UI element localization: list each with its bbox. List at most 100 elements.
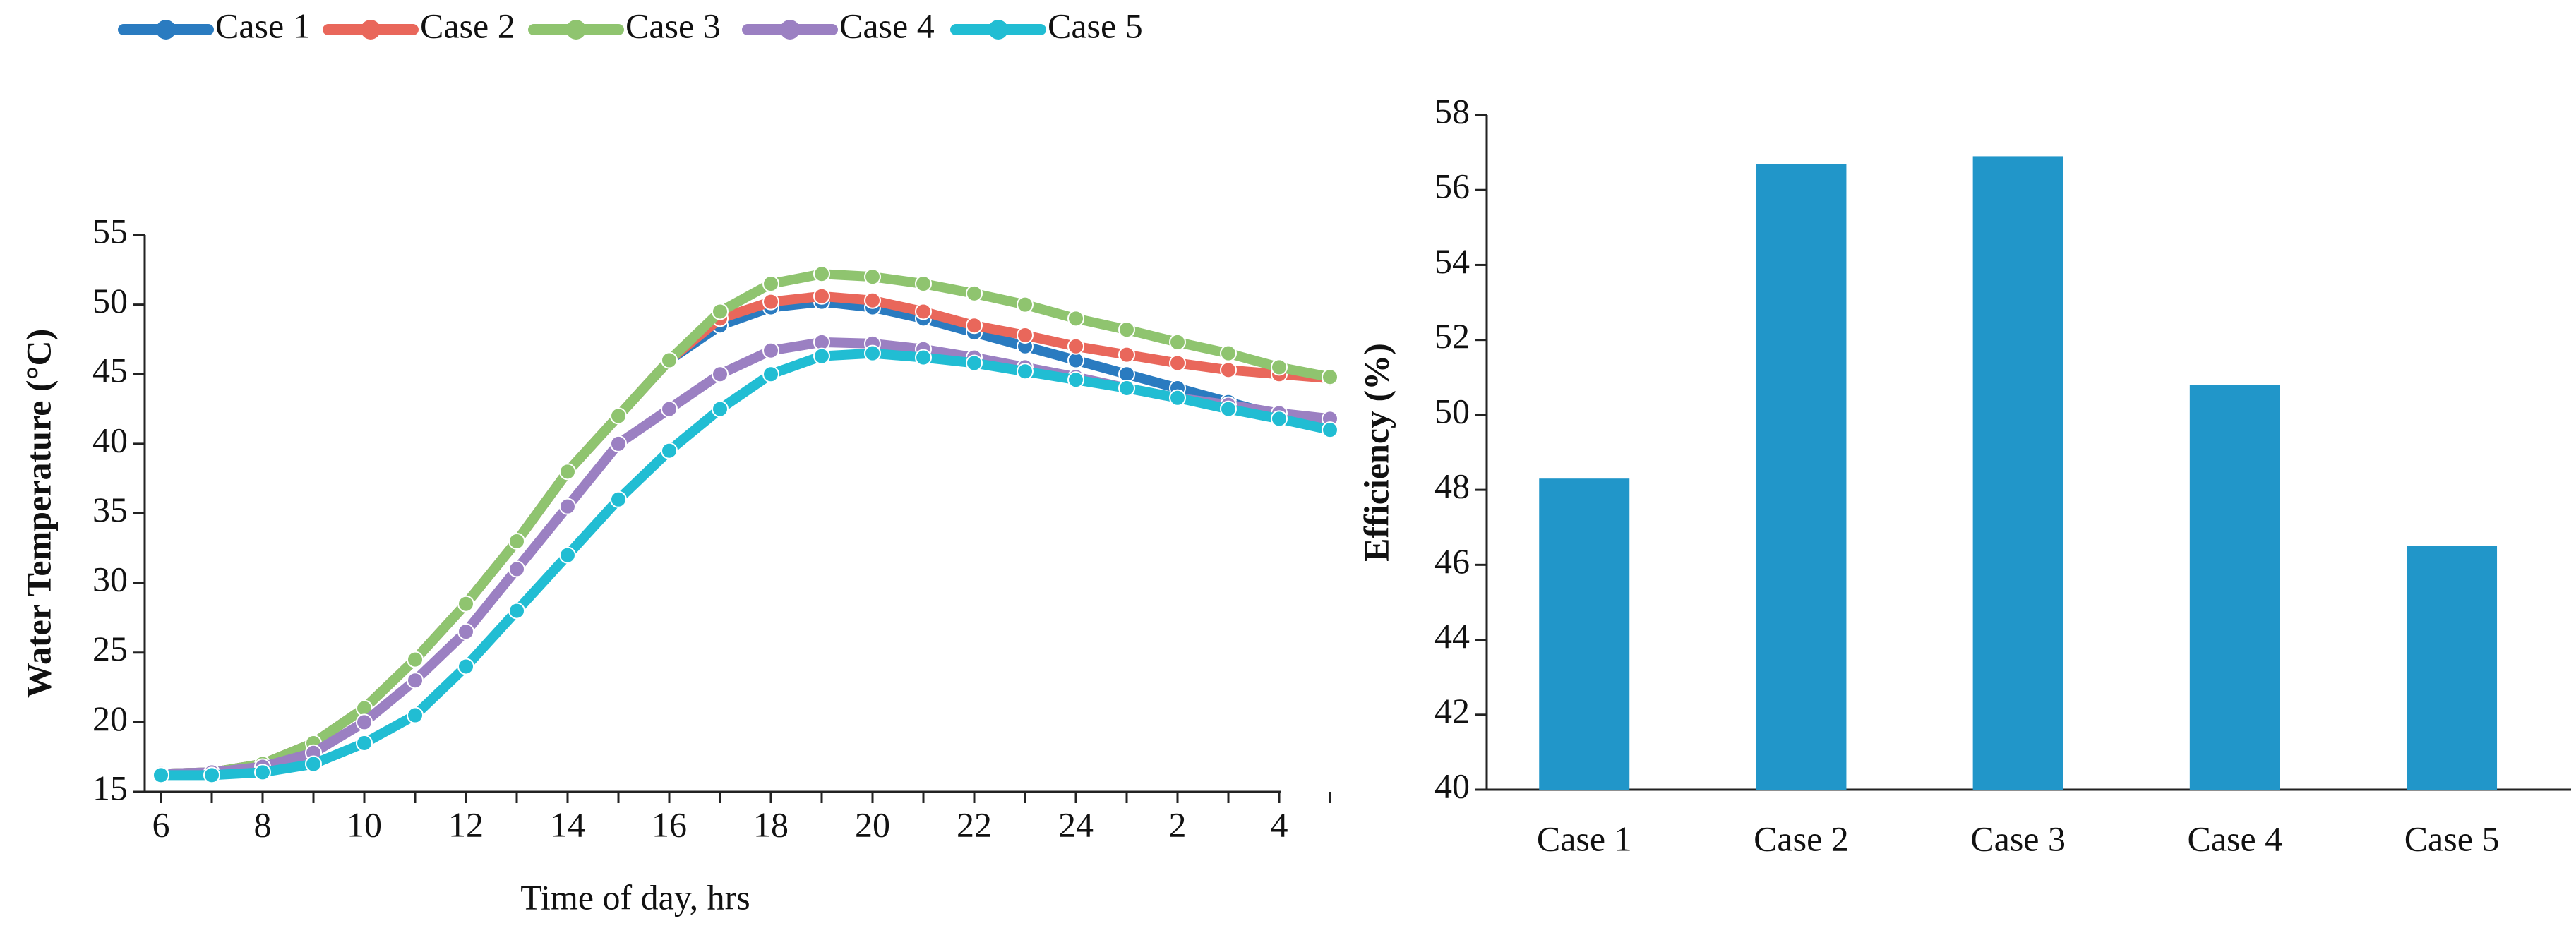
- marker: [712, 366, 729, 383]
- y-tick-label: 15: [92, 768, 128, 807]
- x-tick-label: 14: [550, 805, 585, 844]
- legend-label: Case 5: [1048, 6, 1143, 45]
- y-tick-label: 35: [92, 490, 128, 529]
- marker: [762, 293, 779, 311]
- marker: [508, 602, 525, 620]
- y-axis-title: Water Temperature (°C): [18, 329, 58, 699]
- legend-marker: [780, 20, 800, 40]
- x-tick-label: 12: [448, 805, 484, 844]
- marker: [1118, 366, 1135, 383]
- x-tick-label: Case 5: [2404, 819, 2500, 858]
- marker: [661, 351, 678, 369]
- marker: [1271, 410, 1288, 428]
- series-line: [161, 348, 1331, 781]
- legend-marker: [988, 20, 1008, 40]
- legend-marker: [361, 20, 381, 40]
- marker: [1220, 344, 1237, 362]
- marker: [1067, 337, 1084, 355]
- marker: [1271, 358, 1288, 376]
- marker: [1169, 389, 1186, 406]
- bar: [1756, 164, 1847, 790]
- marker: [1067, 351, 1084, 369]
- marker: [1220, 400, 1237, 418]
- marker: [203, 766, 220, 784]
- marker: [762, 275, 779, 293]
- marker: [1322, 421, 1338, 439]
- marker: [813, 265, 830, 283]
- series-line: [160, 269, 1331, 779]
- x-tick-label: 16: [652, 805, 687, 844]
- marker: [762, 366, 779, 383]
- x-tick-label: Case 2: [1754, 819, 1849, 858]
- x-tick-label: 24: [1058, 805, 1094, 844]
- x-tick-label: 6: [152, 805, 170, 844]
- marker: [661, 400, 678, 418]
- marker: [610, 490, 627, 508]
- marker: [610, 407, 627, 425]
- marker: [559, 546, 576, 564]
- series-line: [160, 337, 1331, 779]
- marker: [457, 623, 474, 641]
- x-tick-label: 8: [254, 805, 272, 844]
- bar: [1972, 156, 2063, 790]
- marker: [712, 400, 729, 418]
- marker: [559, 498, 576, 515]
- y-tick-label: 40: [92, 420, 128, 459]
- marker: [1017, 296, 1034, 313]
- marker: [864, 344, 881, 362]
- x-tick-label: Case 3: [1970, 819, 2066, 858]
- y-tick-label: 46: [1434, 541, 1470, 581]
- y-tick-label: 54: [1434, 241, 1470, 281]
- y-tick-label: 56: [1434, 167, 1470, 206]
- x-tick-label: 10: [347, 805, 382, 844]
- legend-marker: [156, 20, 176, 40]
- marker: [966, 354, 983, 372]
- marker: [407, 706, 424, 724]
- y-tick-label: 40: [1434, 766, 1470, 805]
- marker: [1118, 346, 1135, 363]
- marker: [407, 672, 424, 689]
- marker: [813, 287, 830, 305]
- marker: [1017, 363, 1034, 380]
- y-axis-title: Efficiency (%): [1356, 343, 1396, 562]
- marker: [407, 651, 424, 668]
- marker: [559, 463, 576, 481]
- bar: [2189, 385, 2280, 790]
- x-axis-title: Time of day, hrs: [520, 877, 750, 917]
- x-tick-label: 4: [1271, 805, 1288, 844]
- marker: [1169, 333, 1186, 351]
- marker: [864, 291, 881, 309]
- y-tick-label: 50: [1434, 391, 1470, 430]
- y-tick-label: 44: [1434, 616, 1470, 656]
- marker: [1017, 327, 1034, 344]
- marker: [1118, 379, 1135, 397]
- y-tick-label: 42: [1434, 691, 1470, 730]
- marker: [356, 734, 373, 752]
- y-tick-label: 48: [1434, 466, 1470, 506]
- marker: [915, 303, 932, 320]
- marker: [915, 275, 932, 293]
- marker: [1118, 321, 1135, 339]
- series-line: [160, 296, 1331, 779]
- marker: [1067, 371, 1084, 389]
- legend-label: Case 4: [839, 6, 935, 45]
- legend-label: Case 3: [625, 6, 721, 45]
- y-tick-label: 58: [1434, 91, 1470, 131]
- marker: [610, 435, 627, 452]
- y-tick-label: 52: [1434, 316, 1470, 356]
- legend-label: Case 2: [420, 6, 515, 45]
- marker: [915, 349, 932, 366]
- y-tick-label: 45: [92, 351, 128, 390]
- marker: [1169, 354, 1186, 372]
- marker: [1220, 361, 1237, 379]
- y-tick-label: 20: [92, 699, 128, 738]
- marker: [813, 333, 830, 351]
- marker: [966, 284, 983, 302]
- y-tick-label: 55: [92, 211, 128, 251]
- marker: [762, 342, 779, 359]
- marker: [356, 713, 373, 731]
- bar: [2407, 546, 2498, 790]
- marker: [1067, 310, 1084, 327]
- marker: [1322, 368, 1338, 386]
